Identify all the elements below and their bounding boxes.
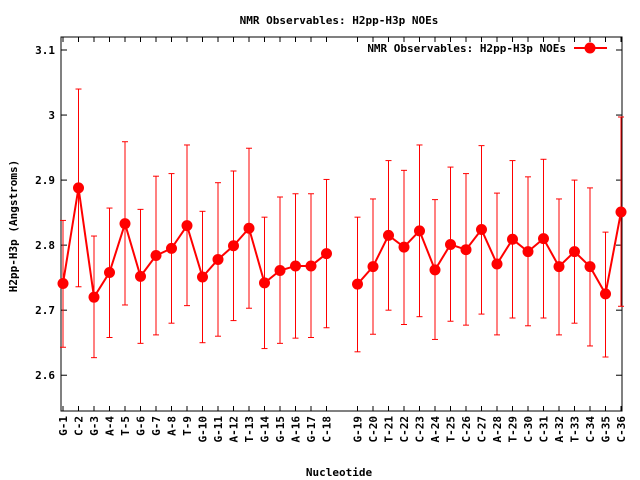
data-point (259, 277, 270, 289)
x-tick-label: T-25 (445, 416, 458, 443)
chart-title: NMR Observables: H2pp-H3p NOEs (240, 14, 439, 27)
data-point (538, 233, 549, 245)
plot-area: 2.62.72.82.933.1 G-1 C-2 G-3 A-4 T-5 G-6 G-7 A-… (35, 36, 628, 443)
x-tick-label: G-15 (274, 416, 287, 443)
x-tick-label: T-33 (569, 416, 582, 443)
data-point (166, 242, 177, 254)
x-tick-label: C-30 (522, 416, 535, 443)
data-point (73, 182, 84, 194)
data-point (460, 244, 472, 256)
series-line (356, 211, 622, 297)
y-tick-label: 2.8 (35, 239, 55, 252)
series-layer (57, 88, 627, 359)
x-tick-label: C-27 (476, 416, 489, 443)
x-tick-label: C-20 (367, 416, 380, 443)
x-tick-label: A-24 (429, 416, 442, 443)
data-point (57, 278, 69, 290)
data-point (445, 238, 456, 250)
x-tick-label: T-13 (243, 416, 256, 443)
data-point (290, 260, 301, 272)
x-tick-label: A-8 (166, 416, 179, 436)
x-tick-label: A-4 (104, 416, 117, 436)
x-tick-label: A-32 (553, 416, 566, 443)
data-point (135, 270, 146, 282)
data-point (181, 220, 193, 232)
data-point (104, 266, 115, 278)
y-tick-label: 2.9 (35, 174, 55, 187)
data-point (383, 229, 394, 241)
x-tick-label: C-23 (414, 416, 427, 443)
series-line (62, 187, 328, 301)
data-point (88, 291, 100, 303)
data-point (414, 225, 425, 237)
x-tick-label: G-17 (305, 416, 318, 443)
data-point (367, 261, 379, 273)
x-tick-label: C-18 (321, 416, 334, 443)
x-tick-label: C-26 (460, 416, 473, 443)
data-point (600, 288, 611, 300)
x-tick-label: A-28 (491, 416, 504, 443)
x-axis-label: Nucleotide (306, 466, 373, 479)
y-tick-label: 3 (48, 109, 55, 122)
data-point (119, 218, 131, 230)
data-point (197, 271, 208, 283)
data-point (274, 265, 286, 277)
data-point (243, 222, 255, 234)
legend: NMR Observables: H2pp-H3p NOEs (367, 42, 607, 55)
data-point (212, 253, 224, 265)
x-tick-label: C-36 (615, 416, 628, 443)
x-tick-label: T-21 (383, 416, 396, 443)
data-point (507, 233, 518, 245)
x-tick-label: G-14 (259, 416, 272, 443)
data-point (553, 261, 565, 273)
x-tick-label: C-22 (398, 416, 411, 443)
y-axis-label: H2pp-H3p (Angstroms) (7, 160, 20, 292)
data-point (615, 206, 627, 218)
x-tick-label: G-11 (212, 416, 225, 443)
y-tick-label: 2.7 (35, 304, 55, 317)
y-tick-label: 2.6 (35, 369, 55, 382)
data-point (476, 224, 487, 236)
x-tick-label: T-5 (119, 416, 132, 436)
x-tick-label: A-12 (228, 416, 241, 443)
x-tick-label: G-1 (57, 416, 70, 436)
x-tick-label: C-34 (584, 416, 597, 443)
data-point (569, 246, 580, 258)
x-tick-label: T-9 (181, 416, 194, 436)
x-tick-label: G-7 (150, 416, 163, 436)
x-tick-label: G-19 (352, 416, 365, 443)
plot-frame (60, 36, 623, 412)
y-tick-label: 3.1 (35, 44, 55, 57)
legend-marker (584, 42, 596, 54)
x-tick-label: G-3 (88, 416, 101, 436)
y-axis: 2.6 2.7 2.8 2.9 3 3.1 (35, 44, 622, 382)
x-tick-label: G-6 (135, 416, 148, 436)
x-tick-label: T-29 (507, 416, 520, 443)
x-tick-label: C-31 (538, 416, 551, 443)
data-point (321, 248, 332, 260)
x-tick-label: G-10 (197, 416, 210, 443)
data-point (352, 278, 363, 290)
data-point (150, 250, 162, 262)
data-point (305, 260, 317, 272)
data-point (522, 246, 534, 258)
legend-label: NMR Observables: H2pp-H3p NOEs (367, 42, 566, 55)
data-point (228, 240, 239, 252)
data-point (584, 261, 596, 273)
x-tick-label: A-16 (290, 416, 303, 443)
x-tick-label: C-2 (73, 416, 86, 436)
data-point (491, 258, 503, 270)
data-point (429, 264, 441, 276)
data-point (398, 241, 410, 253)
x-tick-label: G-35 (600, 416, 613, 443)
x-axis: G-1 C-2 G-3 A-4 T-5 G-6 G-7 A-8 T-9 G-10 G-11 A-12 T… (57, 37, 628, 443)
